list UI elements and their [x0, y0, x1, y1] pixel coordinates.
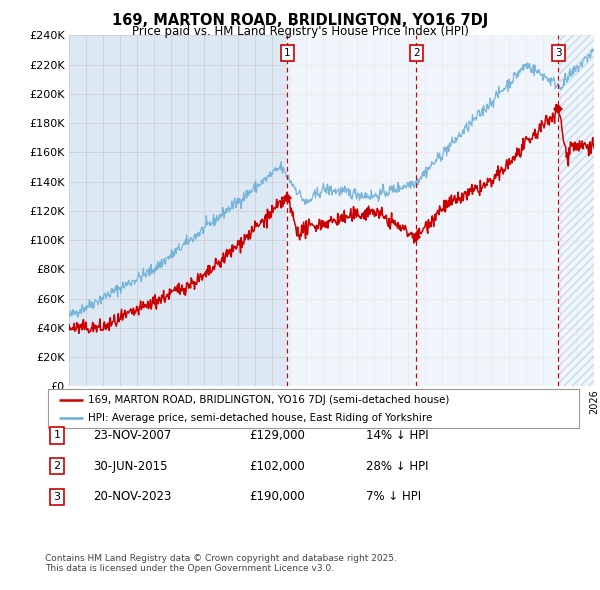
Bar: [559, 35, 594, 386]
Bar: [287, 35, 416, 386]
Text: 20-NOV-2023: 20-NOV-2023: [93, 490, 172, 503]
Text: 23-NOV-2007: 23-NOV-2007: [93, 429, 172, 442]
Text: 30-JUN-2015: 30-JUN-2015: [93, 460, 167, 473]
Text: HPI: Average price, semi-detached house, East Riding of Yorkshire: HPI: Average price, semi-detached house,…: [88, 413, 432, 423]
Text: £102,000: £102,000: [249, 460, 305, 473]
Text: 2: 2: [413, 48, 419, 58]
Text: 169, MARTON ROAD, BRIDLINGTON, YO16 7DJ (semi-detached house): 169, MARTON ROAD, BRIDLINGTON, YO16 7DJ …: [88, 395, 449, 405]
Text: Price paid vs. HM Land Registry's House Price Index (HPI): Price paid vs. HM Land Registry's House …: [131, 25, 469, 38]
Bar: [416, 35, 559, 386]
Text: £190,000: £190,000: [249, 490, 305, 503]
Text: 1: 1: [53, 431, 61, 440]
Bar: [559, 35, 594, 386]
Text: Contains HM Land Registry data © Crown copyright and database right 2025.
This d: Contains HM Land Registry data © Crown c…: [45, 554, 397, 573]
Text: 2: 2: [53, 461, 61, 471]
Text: 1: 1: [284, 48, 291, 58]
Text: 169, MARTON ROAD, BRIDLINGTON, YO16 7DJ: 169, MARTON ROAD, BRIDLINGTON, YO16 7DJ: [112, 13, 488, 28]
Text: 3: 3: [53, 492, 61, 502]
Text: 14% ↓ HPI: 14% ↓ HPI: [366, 429, 428, 442]
Text: 28% ↓ HPI: 28% ↓ HPI: [366, 460, 428, 473]
Text: 7% ↓ HPI: 7% ↓ HPI: [366, 490, 421, 503]
Text: 3: 3: [555, 48, 562, 58]
Text: £129,000: £129,000: [249, 429, 305, 442]
